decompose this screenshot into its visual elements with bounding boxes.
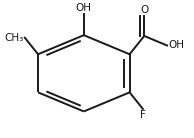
- Text: O: O: [140, 5, 148, 15]
- Text: F: F: [140, 110, 146, 120]
- Text: OH: OH: [76, 3, 92, 13]
- Text: OH: OH: [168, 40, 184, 51]
- Text: CH₃: CH₃: [5, 33, 24, 43]
